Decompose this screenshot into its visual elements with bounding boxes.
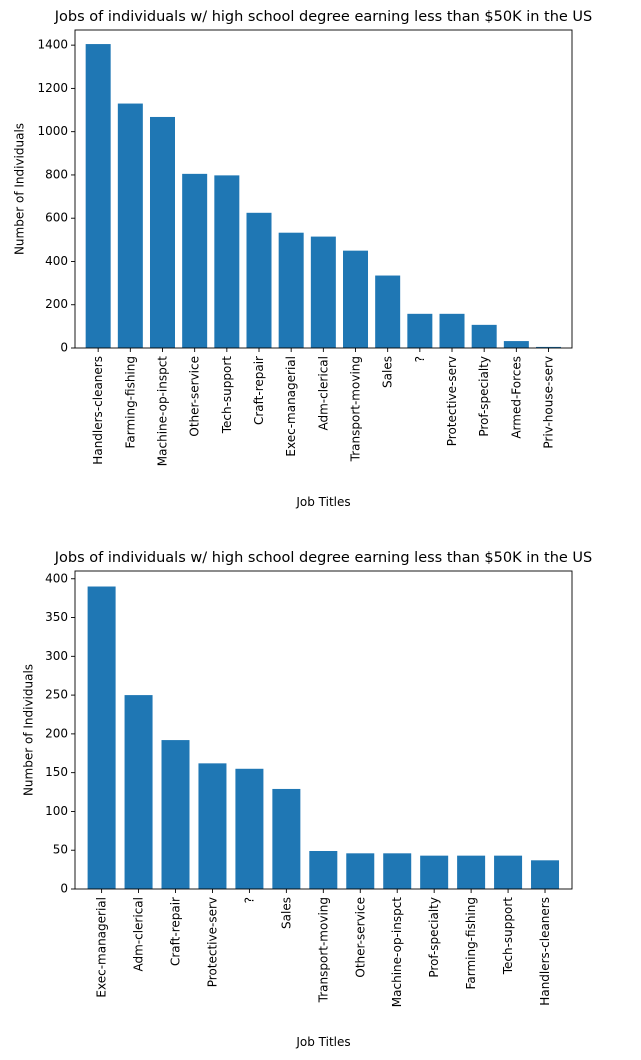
bar-other-service: [182, 173, 208, 348]
x-tick-label: Priv-house-serv: [542, 356, 556, 449]
bar-handlers-cleaners: [531, 860, 560, 889]
x-tick-label: Farming-fishing: [464, 897, 478, 989]
bar-prof-specialty: [471, 324, 497, 348]
x-tick-label: Sales: [381, 356, 395, 388]
bar-handlers-cleaners: [85, 44, 111, 349]
x-tick-label: Prof-specialty: [477, 356, 491, 437]
y-tick-label: 0: [60, 341, 68, 355]
y-tick-label: 200: [45, 297, 68, 311]
chart-2: Jobs of individuals w/ high school degre…: [22, 550, 593, 1049]
bar-prof-specialty: [420, 855, 449, 889]
bar-exec-managerial: [278, 232, 304, 348]
y-tick-label: 400: [45, 254, 68, 268]
chart-2-y-ticks: 0 50 100 150 200 250 300 350 400: [45, 571, 75, 896]
x-tick-label: Armed-Forces: [509, 356, 523, 439]
y-tick-label: 0: [60, 882, 68, 896]
chart-2-axes-frame: [74, 570, 573, 890]
bar-armed-forces: [503, 341, 529, 348]
chart-1-x-ticks: Handlers-cleaners Farming-fishing Machine-…: [91, 348, 556, 466]
bar-other-service: [346, 853, 375, 889]
chart-2-x-ticks: Exec-managerial Adm-clerical Craft-repair P…: [95, 889, 552, 1007]
x-tick-label: Other-service: [188, 356, 202, 437]
x-tick-label: Farming-fishing: [123, 356, 137, 448]
y-tick-label: 400: [45, 571, 68, 585]
chart-1: Jobs of individuals w/ high school degre…: [13, 9, 593, 509]
bar-tech-support: [494, 855, 523, 889]
chart-2-y-axis-label: Number of Individuals: [22, 664, 36, 796]
x-tick-label: Adm-clerical: [316, 356, 330, 431]
chart-2-bars: [87, 586, 560, 889]
x-tick-label: Handlers-cleaners: [91, 356, 105, 465]
y-tick-label: 200: [45, 726, 68, 740]
x-tick-label: Exec-managerial: [95, 897, 109, 998]
bar-protective-serv: [439, 313, 465, 348]
x-tick-label: Protective-serv: [445, 356, 459, 446]
y-tick-label: 350: [45, 610, 68, 624]
bar-craft-repair: [161, 740, 190, 889]
bar-machine-op-inspct: [149, 116, 175, 349]
y-tick-label: 150: [45, 765, 68, 779]
y-tick-label: 100: [45, 804, 68, 818]
x-tick-label: Protective-serv: [205, 897, 219, 987]
x-tick-label: Sales: [279, 897, 293, 929]
bar-tech-support: [214, 175, 240, 348]
x-tick-label: Other-service: [353, 897, 367, 978]
chart-1-x-axis-label: Job Titles: [295, 495, 350, 509]
chart-1-axes-frame: [74, 29, 573, 349]
y-tick-label: 1400: [37, 38, 68, 52]
x-tick-label: ?: [413, 356, 427, 362]
chart-2-title: Jobs of individuals w/ high school degre…: [54, 550, 593, 566]
x-tick-label: Craft-repair: [252, 356, 266, 425]
chart-2-x-axis-label: Job Titles: [295, 1035, 350, 1049]
chart-1-title: Jobs of individuals w/ high school degre…: [54, 9, 593, 25]
chart-1-y-axis-label: Number of Individuals: [13, 123, 27, 255]
x-tick-label: Handlers-cleaners: [538, 897, 552, 1006]
bar-farming-fishing: [457, 855, 486, 889]
x-tick-label: Tech-support: [501, 897, 515, 976]
y-tick-label: 1200: [37, 81, 68, 95]
bar-machine-op-inspct: [383, 853, 412, 889]
bar-adm-clerical: [124, 695, 153, 889]
bar-sales: [375, 275, 401, 348]
x-tick-label: Transport-moving: [316, 897, 330, 1003]
bar-adm-clerical: [310, 236, 336, 348]
x-tick-label: Prof-specialty: [427, 897, 441, 978]
bar-transport-moving: [343, 250, 369, 348]
y-tick-label: 1000: [37, 124, 68, 138]
y-tick-label: 800: [45, 167, 68, 181]
y-tick-label: 250: [45, 688, 68, 702]
x-tick-label: Exec-managerial: [284, 356, 298, 457]
y-tick-label: 600: [45, 211, 68, 225]
y-tick-label: 50: [53, 843, 68, 857]
chart-1-bars: [85, 44, 562, 349]
x-tick-label: Machine-op-inspct: [155, 356, 169, 466]
x-tick-label: Craft-repair: [169, 897, 183, 966]
bar-sales: [272, 788, 301, 889]
bar-farming-fishing: [117, 103, 143, 348]
x-tick-label: Transport-moving: [349, 356, 363, 462]
x-tick-label: Adm-clerical: [132, 897, 146, 972]
chart-1-y-ticks: 0 200 400 600 800 1000 1200 1400: [37, 38, 75, 355]
y-tick-label: 300: [45, 649, 68, 663]
bar-unknown: [235, 768, 264, 889]
x-tick-label: Machine-op-inspct: [390, 897, 404, 1007]
bar-exec-managerial: [87, 586, 116, 889]
x-tick-label: ?: [242, 897, 256, 903]
x-tick-label: Tech-support: [220, 356, 234, 435]
bar-craft-repair: [246, 212, 272, 348]
bar-transport-moving: [309, 850, 338, 889]
bar-unknown: [407, 313, 433, 348]
bar-protective-serv: [198, 763, 227, 889]
bar-priv-house-serv: [536, 346, 562, 348]
